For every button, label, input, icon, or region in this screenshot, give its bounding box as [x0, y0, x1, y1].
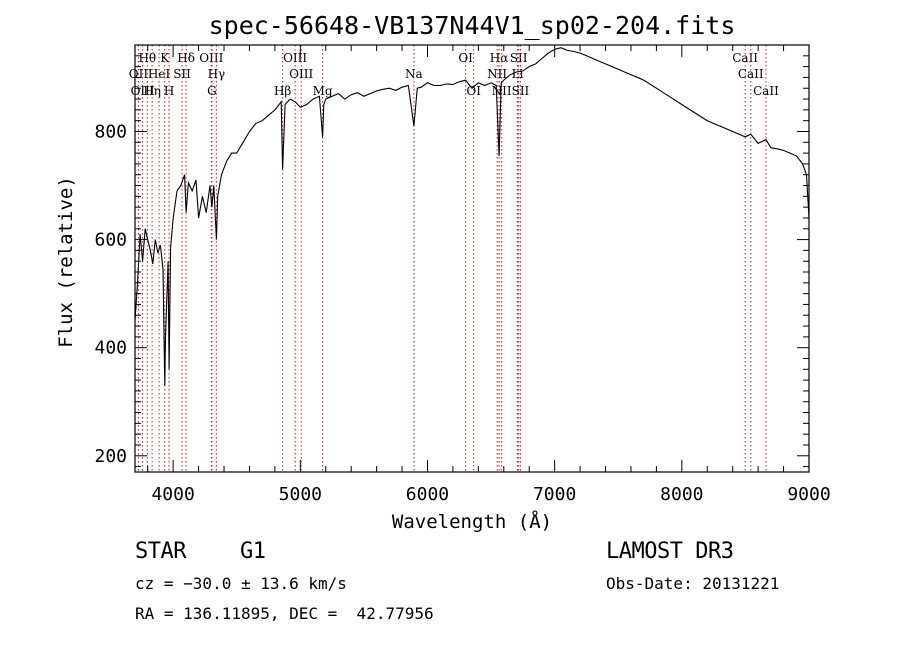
x-tick-label-4: 8000	[660, 484, 703, 505]
x-tick-label-5: 9000	[787, 484, 830, 505]
survey-name: LAMOST DR3	[606, 539, 734, 564]
axis-ticks: 4000 5000 6000 7000 8000 9000 200 400 600 800	[94, 44, 831, 505]
line-label-14: OIII	[289, 67, 313, 81]
line-label-8: Hδ	[177, 51, 195, 65]
x-axis-label: Wavelength (Å)	[392, 510, 552, 533]
line-label-5: K	[160, 51, 170, 65]
x-tick-label-2: 6000	[406, 484, 449, 505]
line-label-11: G	[207, 84, 217, 98]
redshift-cz: cz = −30.0 ± 13.6 km/s	[135, 574, 347, 593]
line-label-23: Li	[512, 67, 524, 81]
line-label-15: Mg	[313, 84, 333, 98]
line-label-26: CaII	[738, 67, 764, 81]
line-label-16: Na	[405, 67, 423, 81]
line-label-13: OIII	[283, 51, 307, 65]
line-label-6: H	[164, 84, 174, 98]
plot-frame	[134, 44, 810, 473]
y-tick-label-1: 400	[94, 338, 127, 359]
object-class: STAR	[135, 539, 186, 564]
line-label-0: Hθ	[138, 51, 156, 65]
line-label-21: NII	[492, 84, 512, 98]
line-label-18: OI	[466, 84, 481, 98]
line-label-2: OIII	[131, 84, 155, 98]
line-label-22: SII	[510, 51, 528, 65]
line-label-19: Hα	[490, 51, 509, 65]
object-subclass: G1	[240, 539, 266, 564]
y-tick-label-0: 200	[94, 446, 127, 467]
line-label-24: SII	[512, 84, 530, 98]
line-label-17: OI	[458, 51, 473, 65]
x-tick-label-0: 4000	[151, 484, 194, 505]
ra-dec-coordinates: RA = 136.11895, DEC = 42.77956	[135, 604, 434, 623]
line-label-3: HeI	[148, 67, 171, 81]
line-label-12: Hβ	[274, 84, 291, 98]
line-label-4: Hη	[143, 84, 161, 98]
flux-series-line	[134, 47, 810, 386]
line-label-9: OIII	[199, 51, 223, 65]
line-label-10: Hγ	[208, 67, 226, 81]
line-label-7: SII	[173, 67, 191, 81]
x-tick-label-1: 5000	[279, 484, 322, 505]
line-label-27: CaII	[753, 84, 779, 98]
line-label-25: CaII	[732, 51, 758, 65]
chart-title: spec-56648-VB137N44V1_sp02-204.fits	[209, 11, 736, 40]
y-tick-label-2: 600	[94, 230, 127, 251]
y-tick-label-3: 800	[94, 121, 127, 142]
x-tick-label-3: 7000	[533, 484, 576, 505]
y-axis-label: Flux (relative)	[55, 176, 77, 348]
line-label-1: OII	[129, 67, 149, 81]
observation-date: Obs-Date: 20131221	[606, 574, 780, 593]
line-label-20: NII	[487, 67, 507, 81]
